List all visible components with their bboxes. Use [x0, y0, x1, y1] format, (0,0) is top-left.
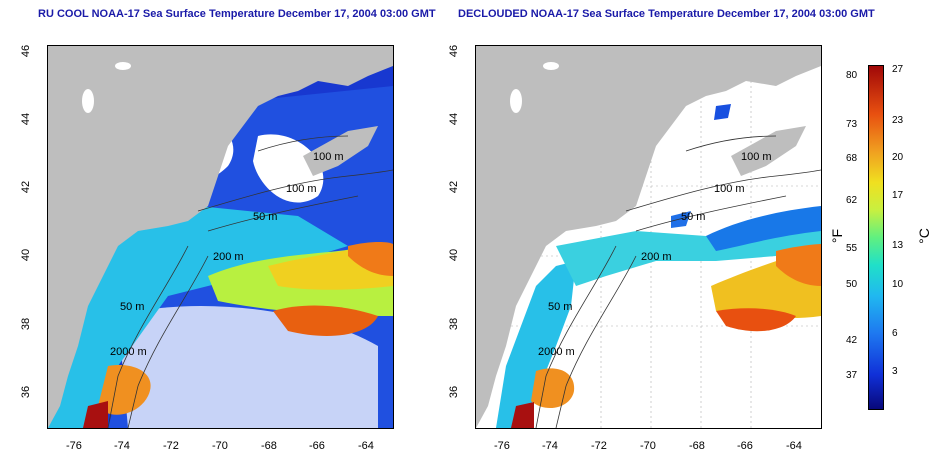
left-sst-map: 100 m 100 m 50 m 200 m 50 m 2000 m	[47, 45, 394, 429]
y-tick-label: 36	[20, 385, 33, 399]
y-tick-label: 46	[448, 44, 461, 58]
contour-label: 100 m	[313, 151, 344, 163]
right-map-title: DECLOUDED NOAA-17 Sea Surface Temperatur…	[458, 8, 875, 20]
contour-label: 50 m	[120, 301, 145, 313]
y-tick-label: 46	[20, 44, 33, 58]
y-tick-label: 42	[20, 180, 33, 194]
y-tick-label: 42	[448, 180, 461, 194]
fahrenheit-tick: 62	[846, 195, 858, 206]
contour-label: 50 m	[548, 301, 573, 313]
y-tick-label: 38	[20, 317, 33, 331]
celsius-tick: 10	[892, 279, 904, 290]
x-tick-label: -66	[737, 440, 753, 452]
contour-label: 100 m	[741, 151, 772, 163]
fahrenheit-tick: 50	[846, 279, 858, 290]
y-tick-label: 44	[448, 112, 461, 126]
x-tick-label: -70	[212, 440, 228, 452]
y-tick-label: 40	[20, 248, 33, 262]
right-sst-map: 100 m 100 m 50 m 200 m 50 m 2000 m	[475, 45, 822, 429]
celsius-tick: 27	[892, 64, 904, 75]
x-tick-label: -66	[309, 440, 325, 452]
x-tick-label: -64	[358, 440, 374, 452]
x-tick-label: -74	[114, 440, 130, 452]
y-tick-label: 36	[448, 385, 461, 399]
x-tick-label: -76	[66, 440, 82, 452]
celsius-tick: 23	[892, 115, 904, 126]
celsius-tick: 17	[892, 190, 904, 201]
fahrenheit-tick: 42	[846, 335, 858, 346]
celsius-tick: 20	[892, 152, 904, 163]
y-tick-label: 44	[20, 112, 33, 126]
celsius-tick: 6	[892, 328, 898, 339]
x-tick-label: -70	[640, 440, 656, 452]
temperature-colorbar	[868, 65, 884, 410]
contour-label: 200 m	[641, 251, 672, 263]
x-tick-label: -64	[786, 440, 802, 452]
contour-label: 50 m	[681, 211, 706, 223]
contour-label: 50 m	[253, 211, 278, 223]
fahrenheit-tick: 73	[846, 119, 858, 130]
fahrenheit-tick: 68	[846, 153, 858, 164]
x-tick-label: -72	[163, 440, 179, 452]
contour-label: 100 m	[286, 183, 317, 195]
celsius-tick: 13	[892, 240, 904, 251]
x-tick-label: -68	[261, 440, 277, 452]
fahrenheit-tick: 37	[846, 370, 858, 381]
x-tick-label: -74	[542, 440, 558, 452]
fahrenheit-tick: 80	[846, 70, 858, 81]
fahrenheit-unit-label: °F	[829, 228, 846, 244]
fahrenheit-tick: 55	[846, 243, 858, 254]
y-tick-label: 38	[448, 317, 461, 331]
contour-label: 2000 m	[110, 346, 147, 358]
contour-label: 2000 m	[538, 346, 575, 358]
left-map-title: RU COOL NOAA-17 Sea Surface Temperature …	[38, 8, 436, 20]
celsius-tick: 3	[892, 366, 898, 377]
contour-label: 100 m	[714, 183, 745, 195]
x-tick-label: -68	[689, 440, 705, 452]
contour-label: 200 m	[213, 251, 244, 263]
x-tick-label: -72	[591, 440, 607, 452]
x-tick-label: -76	[494, 440, 510, 452]
y-tick-label: 40	[448, 248, 461, 262]
celsius-unit-label: °C	[915, 228, 932, 244]
